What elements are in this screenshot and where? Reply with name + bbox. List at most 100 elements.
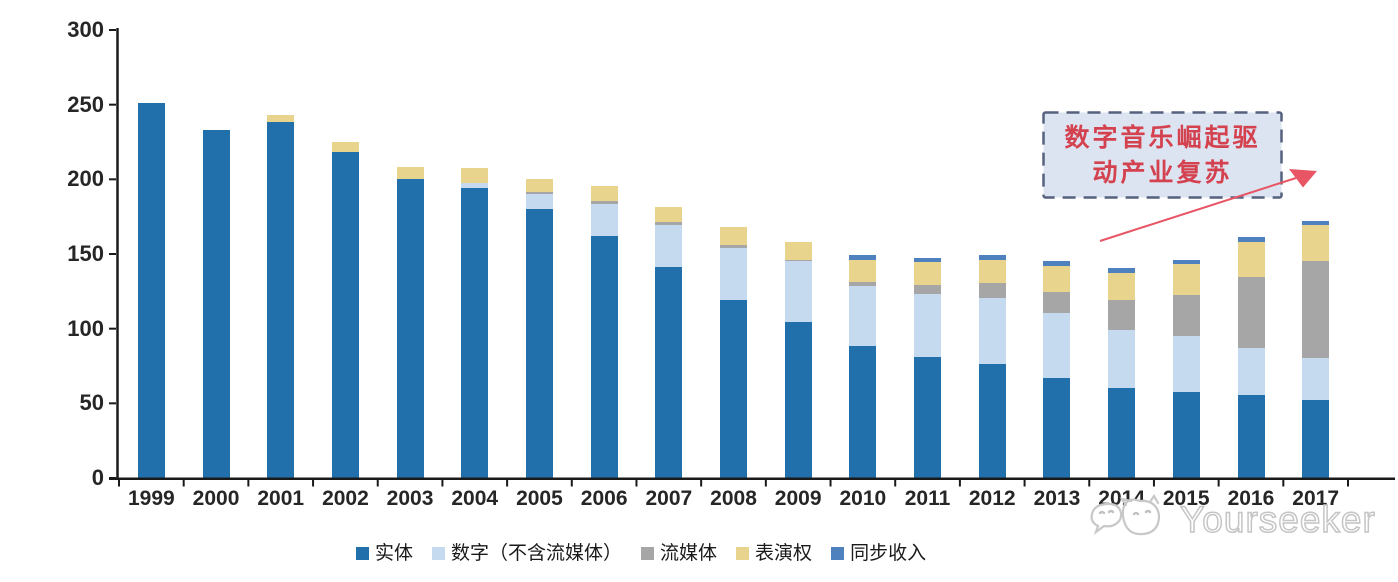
bar-segment-2008 <box>720 226 747 245</box>
bar-segment-2010 <box>849 286 877 347</box>
bar-segment-2005 <box>525 178 553 193</box>
bar-segment-2007 <box>655 225 683 267</box>
x-tick-label-2001: 2001 <box>257 487 305 510</box>
bar-segment-2005 <box>525 193 553 209</box>
bar-2008 <box>720 226 747 479</box>
bar-segment-2011 <box>914 356 942 479</box>
bar-segment-2004 <box>461 168 489 184</box>
x-tick-label-2005: 2005 <box>516 487 563 510</box>
bar-segment-2014 <box>1108 268 1136 273</box>
legend-label: 数字（不含流媒体） <box>451 542 623 564</box>
bar-segment-2013 <box>1043 261 1071 266</box>
annotation-line-2: 动产业复苏 <box>1092 158 1233 187</box>
legend-swatch-icon <box>641 546 655 560</box>
bar-2002 <box>331 141 359 479</box>
bar-2009 <box>784 241 812 479</box>
bar-segment-2017 <box>1302 399 1330 479</box>
x-tick-label-2007: 2007 <box>645 487 693 510</box>
bar-segment-2013 <box>1043 265 1071 293</box>
bar-segment-2013 <box>1043 292 1071 314</box>
legend-label: 同步收入 <box>850 542 927 564</box>
bar-segment-2009 <box>784 241 812 260</box>
bar-segment-2012 <box>978 364 1006 479</box>
bar-segment-2010 <box>849 259 877 282</box>
y-tick-label: 150 <box>67 241 104 266</box>
x-tick-label-2002: 2002 <box>322 487 369 510</box>
bar-2000 <box>202 129 230 479</box>
legend-label: 实体 <box>375 542 414 564</box>
x-tick-label-2008: 2008 <box>710 487 757 510</box>
bar-segment-2005 <box>525 192 553 194</box>
bar-segment-2008 <box>720 299 747 479</box>
annotation-line-1: 数字音乐崛起驱 <box>1064 123 1261 152</box>
bar-segment-2012 <box>978 255 1006 260</box>
x-tick-label-2015: 2015 <box>1162 487 1210 510</box>
bar-segment-2000 <box>202 129 230 479</box>
bar-segment-2003 <box>396 178 424 479</box>
bar-2010 <box>849 255 877 479</box>
bar-segment-2007 <box>655 207 683 223</box>
legend-swatch-icon <box>831 546 845 560</box>
bar-2007 <box>655 207 683 479</box>
bar-segment-2006 <box>590 235 618 479</box>
bar-segment-2003 <box>396 166 424 179</box>
bar-2014 <box>1108 268 1136 479</box>
yourseeker-cat-logo-icon <box>1090 493 1161 536</box>
legend-item: 数字（不含流媒体） <box>432 542 622 564</box>
y-tick-label: 250 <box>67 91 104 117</box>
bar-segment-2017 <box>1302 225 1330 262</box>
legend-item: 实体 <box>356 542 413 564</box>
bar-segment-2010 <box>849 346 877 479</box>
bar-segment-2008 <box>720 244 747 248</box>
bar-segment-2002 <box>331 141 359 152</box>
bar-segment-2011 <box>914 284 942 294</box>
y-tick-label: 200 <box>67 166 104 192</box>
x-tick-label-2013: 2013 <box>1033 487 1081 510</box>
bar-segment-2001 <box>267 114 295 123</box>
bar-segment-2007 <box>655 266 683 479</box>
bar-segment-2014 <box>1108 387 1136 479</box>
bar-segment-2017 <box>1302 358 1330 400</box>
bar-segment-2008 <box>720 247 747 300</box>
bar-segment-2006 <box>590 204 618 236</box>
x-tick-label-2004: 2004 <box>451 487 499 510</box>
bar-segment-2002 <box>331 152 359 479</box>
bar-segment-2001 <box>267 122 295 479</box>
bar-segment-2015 <box>1172 264 1200 296</box>
legend-item: 流媒体 <box>641 542 717 564</box>
bar-segment-2004 <box>461 183 489 188</box>
legend-swatch-icon <box>432 546 446 560</box>
bar-segment-2004 <box>461 187 489 479</box>
bar-segment-2015 <box>1172 259 1200 265</box>
bar-2004 <box>461 168 489 479</box>
x-tick-label-2017: 2017 <box>1292 487 1339 510</box>
bar-2001 <box>267 114 295 479</box>
bar-segment-2014 <box>1108 299 1136 330</box>
y-tick-label: 300 <box>67 17 104 42</box>
y-tick-label: 100 <box>67 315 104 341</box>
x-tick-label-2006: 2006 <box>580 487 628 510</box>
bar-segment-2012 <box>978 298 1006 364</box>
bar-segment-2014 <box>1108 272 1136 300</box>
watermark-text: Yourseeker <box>1179 499 1376 541</box>
watermark: Yourseeker <box>1086 492 1376 550</box>
bar-segment-2007 <box>655 222 683 226</box>
x-tick-label-2009: 2009 <box>774 487 822 510</box>
bar-segment-2006 <box>590 186 618 202</box>
bar-segment-2015 <box>1172 335 1200 393</box>
bar-2005 <box>525 178 553 479</box>
bar-segment-2011 <box>914 262 942 285</box>
bar-2015 <box>1172 259 1200 479</box>
bar-segment-2014 <box>1108 329 1136 388</box>
y-tick-label: 50 <box>79 390 104 416</box>
x-tick-label-2011: 2011 <box>904 487 951 510</box>
x-tick-label-2016: 2016 <box>1227 487 1275 510</box>
legend-item: 表演权 <box>736 542 812 564</box>
bar-segment-2010 <box>849 255 877 260</box>
bar-segment-2017 <box>1302 220 1330 226</box>
bar-2006 <box>590 186 618 479</box>
bar-segment-2016 <box>1237 395 1265 479</box>
annotation-callout: 数字音乐崛起驱 动产业复苏 <box>1043 112 1282 198</box>
x-tick-label-2000: 2000 <box>192 487 240 510</box>
bar-segment-2005 <box>525 208 553 479</box>
